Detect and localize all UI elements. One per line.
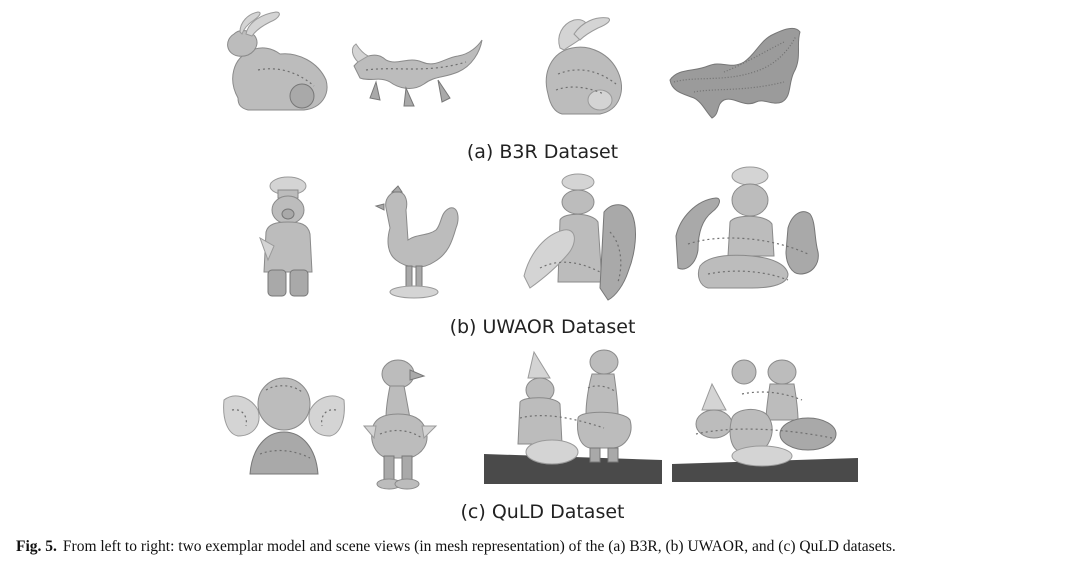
- uwaor-scene-2-image: [675, 166, 819, 289]
- subcaption-quld: (c) QuLD Dataset: [460, 501, 625, 523]
- uwaor-rooster-model-image: [374, 185, 459, 299]
- quld-scene-2-image: [672, 359, 858, 482]
- b3r-noisy-scene-image: [669, 27, 801, 119]
- quld-scene-1-image: [484, 349, 662, 484]
- uwaor-scene-1-image: [523, 173, 636, 301]
- uwaor-chef-model-image: [259, 176, 313, 297]
- figure-caption-prefix: Fig. 5.: [16, 538, 57, 555]
- quld-bird-model-image: [362, 359, 438, 490]
- b3r-bunny-model-image: [227, 11, 328, 111]
- figure-caption-text: From left to right: two exemplar model a…: [62, 538, 896, 555]
- subcaption-uwaor: (b) UWAOR Dataset: [449, 316, 636, 338]
- figure-caption: Fig. 5. From left to right: two exemplar …: [16, 538, 1076, 556]
- quld-angel-model-image: [223, 377, 345, 475]
- b3r-dragon-model-image: [351, 39, 483, 107]
- b3r-bunny-scene-image: [545, 17, 622, 115]
- subcaption-b3r: (a) B3R Dataset: [466, 141, 619, 163]
